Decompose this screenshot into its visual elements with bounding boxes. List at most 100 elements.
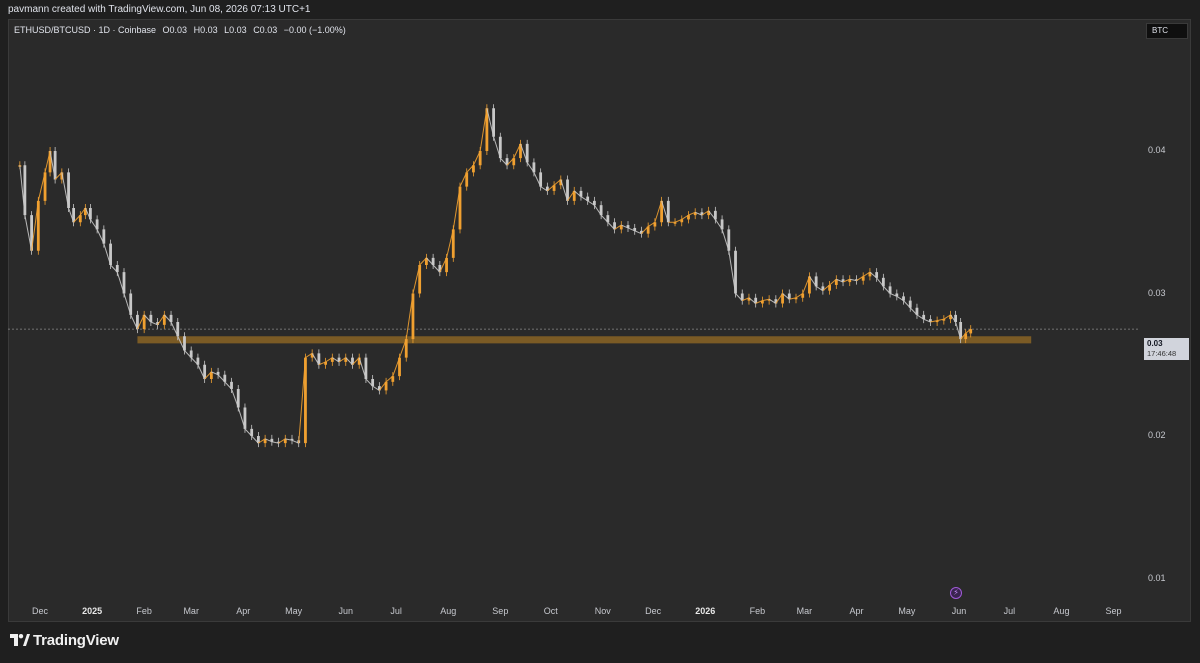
candle-body: [344, 357, 348, 362]
series-segment: [923, 318, 931, 323]
candle-body: [304, 357, 307, 444]
series-segment: [157, 314, 165, 326]
series-segment: [110, 264, 118, 273]
candle-body: [821, 286, 825, 291]
x-tick-label: Dec: [645, 606, 662, 616]
series-segment: [49, 150, 56, 180]
candle-body: [43, 172, 47, 201]
series-segment: [762, 298, 770, 302]
candle-body: [888, 286, 892, 294]
candle-body: [67, 172, 70, 208]
candle-body: [814, 276, 818, 287]
series-segment: [365, 378, 374, 387]
currency-badge[interactable]: BTC: [1146, 23, 1188, 39]
candle-body: [539, 172, 543, 187]
series-segment: [567, 190, 575, 202]
y-tick-label: 0.04: [1148, 145, 1166, 155]
candle-body: [431, 257, 435, 265]
candle-body: [60, 172, 64, 180]
candle-body: [156, 322, 159, 325]
candle-body: [673, 222, 677, 224]
series-segment: [291, 439, 299, 444]
candle-body: [216, 371, 220, 375]
series-segment: [217, 374, 226, 383]
series-segment: [882, 286, 891, 294]
candle-body: [954, 314, 957, 322]
series-segment: [654, 200, 663, 223]
candle-body: [754, 297, 758, 304]
series-segment: [311, 353, 320, 366]
series-segment: [701, 210, 709, 216]
series-segment: [755, 300, 763, 304]
series-segment: [937, 318, 944, 322]
candle-body: [472, 165, 475, 173]
lightning-icon[interactable]: ⚡: [950, 587, 962, 599]
candle-body: [176, 322, 180, 337]
candle-body: [257, 436, 260, 444]
candle-body: [613, 222, 616, 230]
candle-body: [640, 230, 643, 234]
candle-body: [929, 319, 932, 322]
candle-body: [337, 357, 341, 362]
series-segment: [278, 438, 286, 444]
candle-body: [828, 284, 831, 291]
header-bar: pavmann created with TradingView.com, Ju…: [0, 0, 1200, 20]
series-segment: [661, 200, 669, 223]
candle-body: [458, 186, 462, 230]
series-segment: [170, 321, 179, 337]
x-tick-label: Jul: [390, 606, 402, 616]
x-tick-label: Feb: [136, 606, 152, 616]
series-segment: [903, 300, 911, 309]
series-segment: [184, 350, 192, 358]
candle-body: [653, 222, 657, 227]
series-segment: [123, 293, 132, 316]
chart-frame[interactable]: [8, 19, 1191, 622]
candle-body: [519, 143, 522, 159]
series-segment: [372, 385, 380, 391]
series-segment: [896, 295, 904, 302]
series-segment: [332, 357, 340, 363]
series-segment: [849, 278, 857, 282]
candle-body: [485, 108, 489, 151]
candle-body: [666, 200, 670, 223]
series-segment: [674, 218, 682, 223]
candle-body: [964, 333, 968, 340]
candle-body: [196, 357, 200, 365]
candle-body: [626, 225, 630, 228]
candle-body: [707, 210, 711, 216]
x-tick-label: Mar: [183, 606, 199, 616]
series-segment: [614, 224, 622, 230]
candle-body: [310, 353, 314, 358]
series-segment: [809, 276, 817, 287]
legend-low: L0.03: [224, 25, 247, 35]
x-tick-label: 2025: [82, 606, 103, 616]
series-segment: [965, 328, 972, 334]
x-tick-label: Apr: [236, 606, 251, 616]
candle-body: [660, 200, 663, 223]
series-segment: [775, 293, 783, 304]
series-segment: [68, 207, 75, 223]
x-tick-label: May: [285, 606, 303, 616]
x-tick-label: Dec: [31, 606, 49, 616]
series-segment: [547, 184, 555, 192]
series-segment: [634, 230, 642, 235]
series-segment: [573, 190, 582, 197]
candle-body: [740, 293, 744, 301]
series-segment: [795, 293, 803, 299]
candle-body: [949, 314, 952, 320]
candle-body: [283, 438, 287, 444]
candle-body: [142, 314, 146, 330]
candle-body: [579, 190, 583, 197]
candle-body: [357, 357, 361, 365]
candle-body: [209, 371, 213, 379]
series-segment: [486, 108, 495, 137]
series-segment: [150, 321, 158, 326]
series-segment: [285, 438, 293, 441]
x-tick-label: Nov: [594, 606, 611, 616]
series-segment: [822, 284, 830, 292]
series-segment: [251, 435, 259, 444]
series-segment: [681, 214, 689, 220]
candle-body: [801, 293, 805, 298]
candle-body: [566, 179, 569, 201]
